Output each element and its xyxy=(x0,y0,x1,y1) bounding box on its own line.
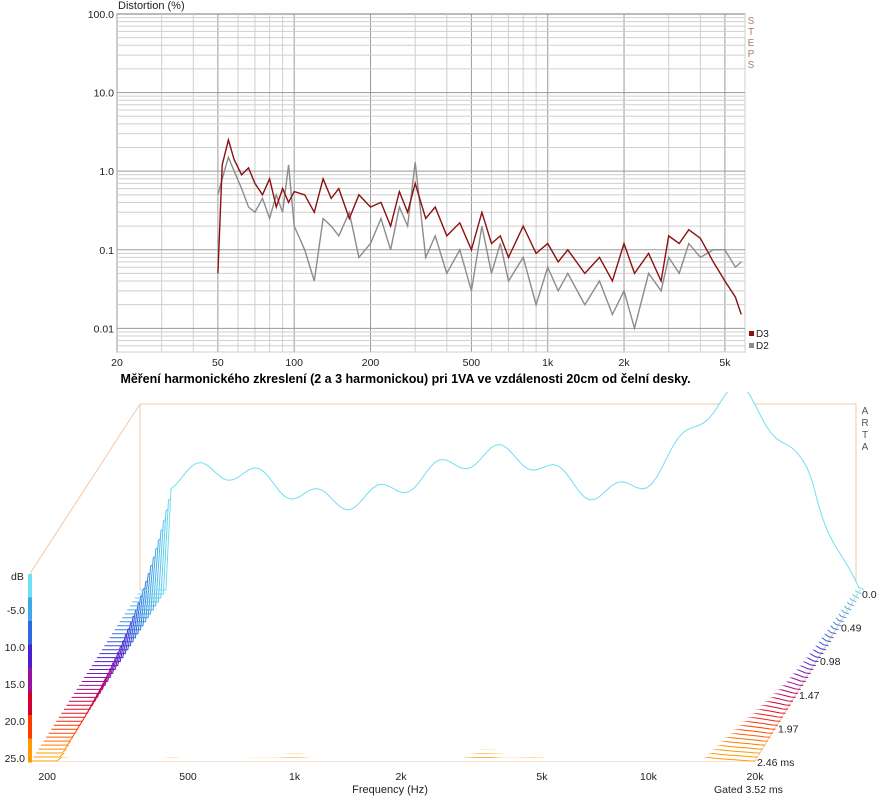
scale-segment xyxy=(28,621,32,645)
x-tick-label: 200 xyxy=(362,357,380,369)
brand-letter: A xyxy=(862,406,869,417)
scale-segment xyxy=(28,574,32,598)
brand-letter: A xyxy=(862,442,869,453)
db-tick-label: 10.0 xyxy=(5,642,26,654)
box-edge xyxy=(754,589,861,762)
time-tick-label: 1.97 xyxy=(778,723,799,735)
distortion-chart: Distortion (%) 100.0 10.0 1.0 0.1 0.01 20 50 1… xyxy=(88,0,770,369)
db-label: dB xyxy=(11,571,24,583)
legend-swatch-d2 xyxy=(749,343,754,348)
y-axis-label: Distortion (%) xyxy=(118,0,185,12)
db-tick-label: 25.0 xyxy=(5,753,26,765)
waterfall-slice xyxy=(140,392,865,591)
freq-tick-label: 10k xyxy=(640,771,658,783)
box-edge xyxy=(30,403,141,573)
x-tick-label: 500 xyxy=(463,357,481,369)
x-tick-label: 1k xyxy=(542,357,554,369)
x-axis-label: Frequency (Hz) xyxy=(352,784,428,796)
scale-segment xyxy=(28,715,32,739)
time-tick-label: 0.0 xyxy=(862,589,877,601)
brand-letter: S xyxy=(748,16,755,27)
time-tick-label: 0.98 xyxy=(820,656,841,668)
series-d2 xyxy=(217,155,742,332)
y-tick-label: 100.0 xyxy=(88,9,114,21)
brand-letter: T xyxy=(748,27,754,38)
series-d3 xyxy=(217,137,742,315)
freq-tick-label: 200 xyxy=(38,771,56,783)
freq-tick-label: 1k xyxy=(289,771,301,783)
y-tick-label: 0.1 xyxy=(99,245,114,257)
db-tick-label: 20.0 xyxy=(5,716,26,728)
db-tick-label: -5.0 xyxy=(7,605,25,617)
y-tick-label: 0.01 xyxy=(94,323,115,335)
brand-letter: S xyxy=(748,60,755,71)
freq-tick-label: 20k xyxy=(747,771,765,783)
brand-letter: E xyxy=(748,38,755,49)
x-tick-label: 100 xyxy=(285,357,303,369)
series-lines xyxy=(217,137,742,332)
freq-tick-label: 5k xyxy=(536,771,548,783)
scale-segment xyxy=(28,668,32,692)
legend-swatch-d3 xyxy=(749,331,754,336)
freq-tick-label: 2k xyxy=(396,771,408,783)
x-tick-label: 2k xyxy=(618,357,630,369)
db-tick-label: 15.0 xyxy=(5,679,26,691)
time-tick-label: 0.49 xyxy=(841,623,862,635)
caption: Měření harmonického zkreslení (2 a 3 har… xyxy=(120,372,691,386)
scale-segment xyxy=(28,644,32,669)
y-tick-label: 10.0 xyxy=(94,88,115,100)
legend: D3 D2 xyxy=(749,329,769,352)
brand-letter: P xyxy=(748,49,755,60)
legend-label-d2: D2 xyxy=(756,341,769,352)
waterfall-chart: -5.010.015.020.025.0 200 500 1k 2k 5k 10k 20k … xyxy=(5,392,877,796)
time-tick-labels: 0.0 0.49 0.98 1.47 1.97 2.46 ms xyxy=(757,589,877,769)
x-tick-label: 50 xyxy=(212,357,224,369)
brand-letter: R xyxy=(861,418,868,429)
freq-tick-label: 500 xyxy=(179,771,197,783)
x-tick-labels: 20 50 100 200 500 1k 2k 5k xyxy=(111,357,731,369)
x-tick-label: 5k xyxy=(719,357,731,369)
time-tick-label: 2.46 ms xyxy=(757,757,794,769)
scale-segment xyxy=(28,691,32,716)
y-tick-label: 1.0 xyxy=(99,166,114,178)
x-tick-label: 20 xyxy=(111,357,123,369)
scale-segment xyxy=(28,738,32,763)
y-tick-labels: 100.0 10.0 1.0 0.1 0.01 xyxy=(88,9,114,335)
db-color-scale: -5.0 10.0 15.0 20.0 25.0 xyxy=(5,574,32,765)
gated-label: Gated 3.52 ms xyxy=(714,784,783,796)
waterfall-slices xyxy=(31,392,865,762)
time-tick-label: 1.47 xyxy=(799,690,820,702)
legend-label-d3: D3 xyxy=(756,329,769,340)
scale-segment xyxy=(28,597,32,622)
brand-letter: T xyxy=(862,430,868,441)
frequency-tick-labels: 200 500 1k 2k 5k 10k 20k xyxy=(38,771,764,783)
